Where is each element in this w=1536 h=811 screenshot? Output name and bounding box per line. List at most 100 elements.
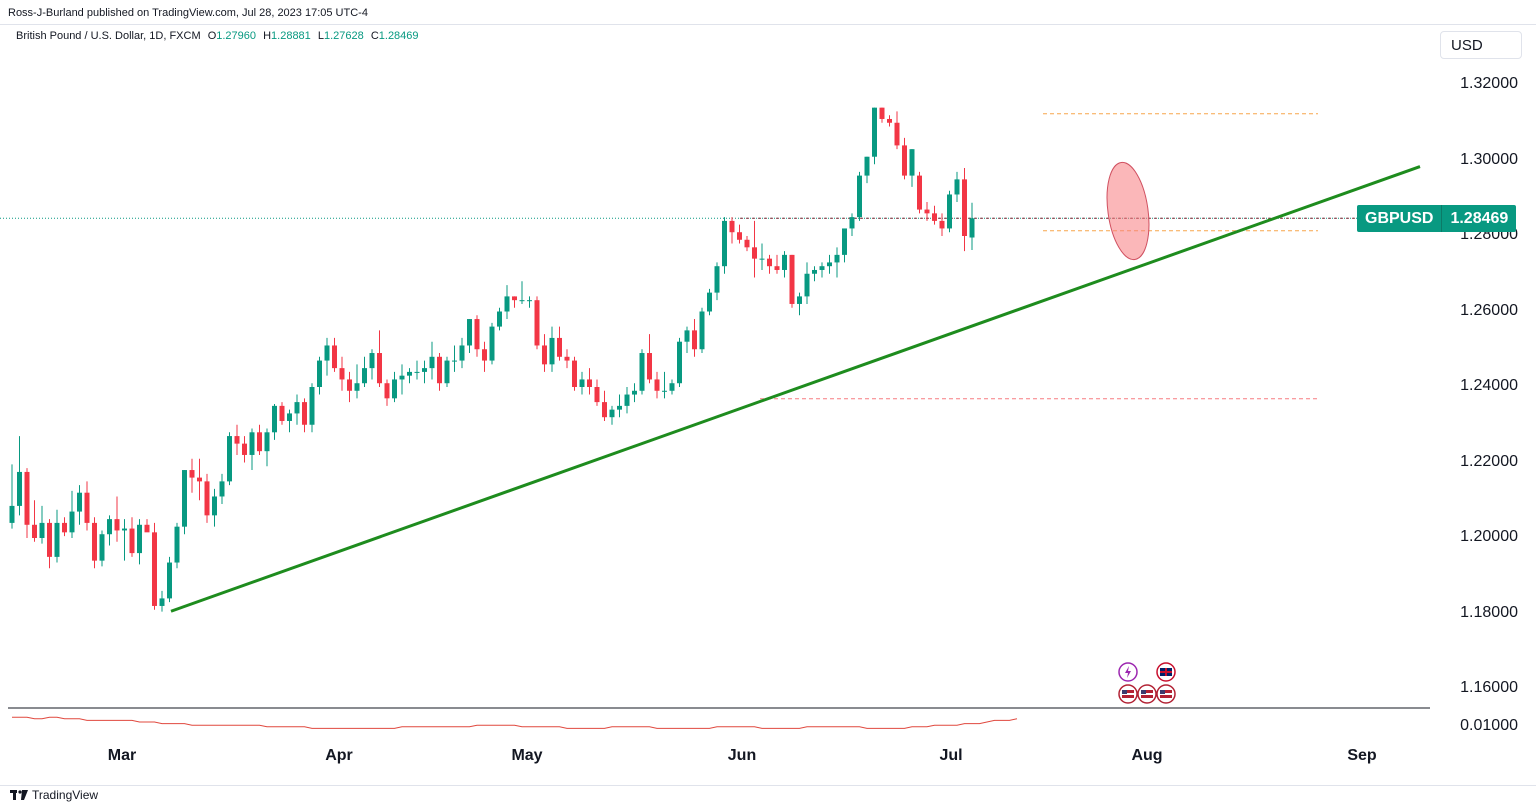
candle-body: [647, 353, 652, 380]
candle: [767, 254, 772, 274]
candle-body: [624, 394, 630, 406]
candle: [519, 281, 525, 304]
candle-body: [137, 524, 142, 554]
candle-body: [887, 118, 892, 123]
candle: [774, 254, 780, 274]
candle-body: [182, 470, 187, 527]
candle: [474, 315, 480, 357]
lightning-icon: [1118, 662, 1138, 682]
candle: [849, 213, 855, 236]
candle-body: [407, 371, 412, 376]
candle-body: [527, 300, 532, 302]
candle: [714, 262, 720, 301]
candle-body: [947, 194, 952, 229]
oscillator-layer: [12, 716, 1018, 729]
candle: [39, 505, 45, 544]
candle-body: [264, 432, 270, 452]
candle-body: [272, 405, 277, 433]
candle: [722, 217, 727, 274]
candle-body: [324, 345, 330, 361]
candle: [362, 356, 367, 387]
candle: [842, 228, 847, 263]
candle: [174, 522, 180, 569]
candle-body: [789, 254, 795, 304]
candle-body: [954, 179, 960, 195]
candle: [894, 111, 900, 150]
candle: [939, 213, 945, 236]
candle: [414, 360, 420, 380]
candle: [834, 247, 840, 278]
candle-body: [144, 524, 150, 533]
candle: [572, 356, 577, 391]
candle-body: [872, 107, 877, 157]
legend-high-label: H: [263, 30, 272, 42]
candle: [167, 556, 172, 603]
time-axis-label: Apr: [325, 747, 353, 764]
candle-body: [654, 379, 660, 391]
candle-body: [864, 156, 870, 176]
candle: [969, 202, 975, 251]
candle: [399, 364, 405, 395]
candle: [699, 307, 705, 354]
highlight-ellipse: [1106, 161, 1150, 261]
tradingview-icon: [10, 789, 28, 800]
candle: [632, 383, 637, 403]
candle: [662, 371, 667, 399]
candle-body: [249, 432, 255, 455]
candle: [594, 379, 600, 406]
candle: [677, 337, 682, 387]
candle-body: [707, 292, 712, 312]
candle-body: [114, 519, 120, 531]
candles-layer: [9, 107, 975, 612]
candle-body: [377, 353, 382, 384]
candle-body: [347, 379, 352, 391]
candle-body: [459, 345, 465, 361]
candle-body: [894, 122, 900, 146]
chart-legend: British Pound / U.S. Dollar, 1D, FXCM O1…: [16, 30, 419, 42]
candle-body: [294, 402, 300, 414]
candle-body: [692, 330, 697, 350]
candle: [257, 424, 262, 455]
price-axis-label: 1.32000: [1460, 75, 1518, 92]
candle: [459, 337, 465, 369]
candle-body: [534, 300, 540, 346]
candle: [129, 517, 135, 557]
candle-body: [842, 228, 847, 255]
candle-body: [932, 213, 937, 221]
candle: [654, 371, 660, 399]
legend-low-value: 1.27628: [323, 30, 364, 42]
candle-body: [737, 232, 742, 240]
candle: [647, 334, 652, 384]
candle-body: [924, 209, 930, 214]
candle-body: [219, 481, 225, 497]
time-axis-label: Aug: [1131, 747, 1163, 764]
candle: [782, 251, 787, 278]
tradingview-logo[interactable]: TradingView: [10, 788, 98, 802]
oscillator-line: [12, 716, 1018, 729]
candle: [152, 522, 157, 610]
candle-body: [414, 371, 420, 373]
candle-body: [639, 353, 645, 391]
candle-body: [167, 562, 172, 599]
candle: [77, 485, 82, 525]
candle: [84, 481, 90, 531]
currency-button[interactable]: USD: [1440, 31, 1522, 59]
candle-body: [812, 269, 817, 274]
candle-body: [384, 383, 390, 399]
candle: [527, 296, 532, 308]
candle-body: [579, 379, 585, 387]
candle-body: [17, 471, 22, 506]
us-flag-icon: [1156, 684, 1176, 704]
candle: [587, 368, 592, 395]
candle-body: [632, 390, 637, 395]
candle: [137, 519, 142, 565]
candle-body: [212, 496, 217, 516]
candle: [639, 349, 645, 395]
candle: [729, 217, 735, 244]
candle: [407, 368, 412, 384]
candle-body: [54, 522, 60, 557]
candle-body: [332, 345, 337, 369]
chart-pane[interactable]: [0, 24, 1536, 786]
candle-body: [422, 368, 427, 372]
